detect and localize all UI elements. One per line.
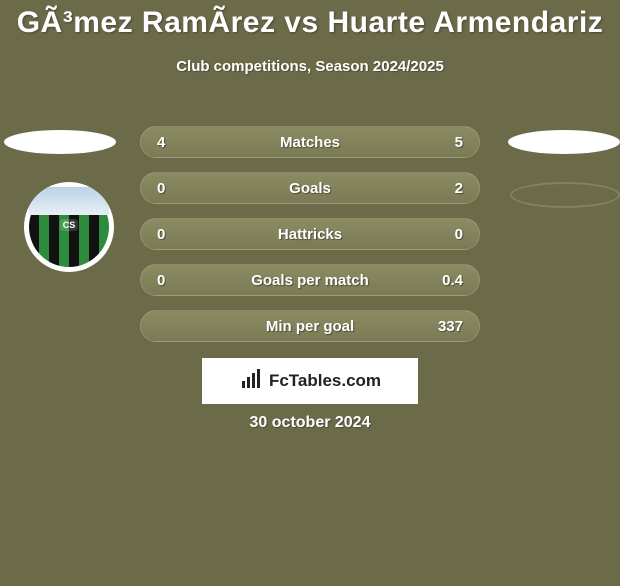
banner-text: FcTables.com (269, 371, 381, 391)
stat-row: 4 Matches 5 (140, 126, 480, 158)
stat-row: 0 Goals 2 (140, 172, 480, 204)
avatar-player-right (508, 130, 620, 154)
stat-left-value: 0 (157, 226, 165, 243)
stat-right-value: 5 (455, 134, 463, 151)
stats-table: 4 Matches 5 0 Goals 2 0 Hattricks 0 0 Go… (140, 126, 480, 356)
stat-right-value: 0 (455, 226, 463, 243)
stat-right-value: 2 (455, 180, 463, 197)
avatar-player-left (4, 130, 116, 154)
stat-label: Goals per match (251, 272, 369, 289)
stat-right-value: 0.4 (442, 272, 463, 289)
stat-label: Min per goal (266, 318, 354, 335)
stat-right-value: 337 (438, 318, 463, 335)
subtitle: Club competitions, Season 2024/2025 (10, 58, 610, 75)
stat-left-value: 0 (157, 180, 165, 197)
stat-left-value: 0 (157, 272, 165, 289)
avatar-placeholder-right (510, 182, 620, 208)
stat-row: Min per goal 337 (140, 310, 480, 342)
stat-label: Matches (280, 134, 340, 151)
stat-row: 0 Hattricks 0 (140, 218, 480, 250)
club-badge: CS (24, 182, 114, 272)
source-banner: FcTables.com (202, 358, 418, 404)
page-title: GÃ³mez RamÃ­rez vs Huarte Armendariz (10, 6, 610, 40)
stat-label: Goals (289, 180, 331, 197)
stat-row: 0 Goals per match 0.4 (140, 264, 480, 296)
stat-left-value: 4 (157, 134, 165, 151)
stat-label: Hattricks (278, 226, 342, 243)
date-text: 30 october 2024 (250, 414, 371, 432)
chart-icon (239, 367, 263, 396)
